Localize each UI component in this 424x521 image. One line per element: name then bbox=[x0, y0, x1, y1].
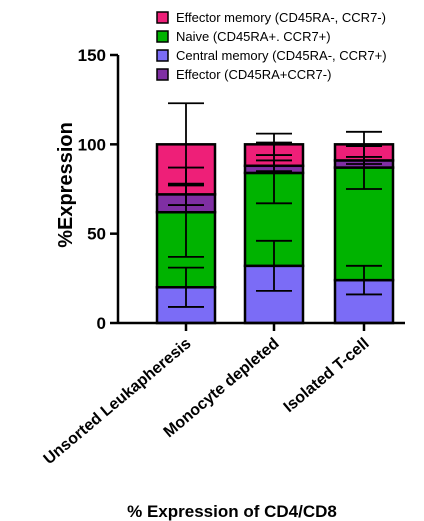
legend-swatch bbox=[156, 30, 169, 43]
legend-label: Central memory (CD45RA-, CCR7+) bbox=[176, 48, 387, 63]
legend-swatch bbox=[156, 11, 169, 24]
x-tick-label: Unsorted Leukapheresis bbox=[41, 335, 195, 468]
legend: Effector memory (CD45RA-, CCR7-) Naive (C… bbox=[156, 10, 387, 82]
legend-label: Naive (CD45RA+. CCR7+) bbox=[176, 29, 331, 44]
y-tick-label: 50 bbox=[87, 225, 106, 244]
x-tick-label: Isolated T-cell bbox=[281, 335, 373, 416]
y-axis-label: %Expression bbox=[55, 122, 77, 248]
y-tick-label: 0 bbox=[97, 314, 106, 333]
y-tick-label: 100 bbox=[78, 135, 106, 154]
y-tick-label: 150 bbox=[78, 46, 106, 65]
chart-title: % Expression of CD4/CD8 bbox=[127, 502, 337, 521]
error-bars bbox=[168, 102, 382, 308]
legend-label: Effector memory (CD45RA-, CCR7-) bbox=[176, 10, 386, 25]
y-axis: 0 50 100 150 bbox=[78, 46, 120, 333]
legend-swatch bbox=[156, 68, 169, 81]
legend-label: Effector (CD45RA+CCR7-) bbox=[176, 67, 331, 82]
legend-swatch bbox=[156, 49, 169, 62]
bar-area bbox=[155, 102, 395, 325]
